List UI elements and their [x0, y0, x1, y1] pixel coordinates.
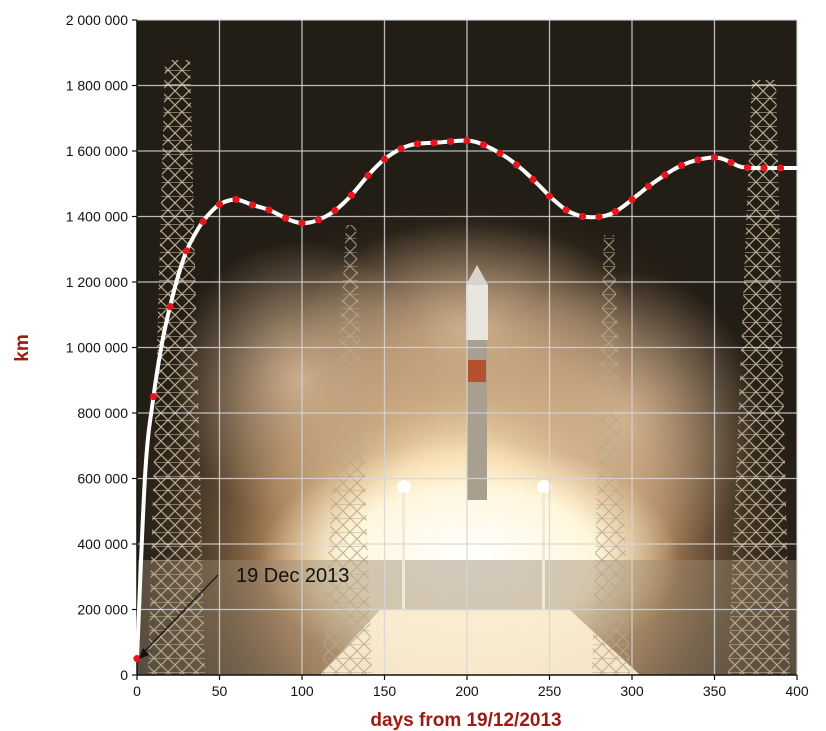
data-point [397, 145, 405, 153]
rocket [466, 265, 488, 500]
y-tick-label: 0 [120, 667, 128, 683]
y-tick-label: 1 800 000 [66, 78, 128, 94]
y-tick-label: 600 000 [77, 471, 128, 487]
data-point [166, 302, 174, 311]
x-tick-label: 350 [703, 683, 727, 699]
data-point [248, 201, 257, 209]
y-tick-label: 800 000 [77, 405, 128, 421]
data-point [727, 158, 735, 167]
tower-mid-left [322, 225, 372, 675]
y-tick-label: 1 400 000 [66, 209, 128, 225]
data-point [133, 655, 141, 663]
launch-tower-right [728, 80, 790, 675]
data-point [776, 164, 785, 172]
data-point [232, 195, 240, 204]
data-point [199, 217, 207, 226]
data-point [446, 137, 455, 146]
data-point [595, 213, 603, 221]
data-point [512, 161, 521, 169]
data-point [496, 149, 504, 157]
data-point [743, 164, 752, 172]
x-axis-title: days from 19/12/2013 [370, 710, 561, 731]
data-point [149, 393, 158, 401]
data-point [265, 206, 273, 214]
y-tick-label: 2 000 000 [66, 12, 128, 28]
data-point [545, 192, 554, 200]
data-point [380, 155, 389, 163]
data-point [215, 200, 224, 208]
data-point [661, 171, 669, 179]
data-point [331, 207, 339, 215]
data-point [413, 140, 422, 148]
x-tick-label: 400 [785, 683, 809, 699]
data-point [694, 156, 702, 164]
plot-area [133, 19, 799, 680]
y-axis-title: km [12, 334, 33, 361]
annotation-leader [139, 574, 219, 659]
data-point [182, 247, 191, 255]
y-tick-label: 1 600 000 [66, 143, 128, 159]
x-tick-label: 0 [133, 683, 141, 699]
data-point [562, 206, 570, 214]
data-point [314, 216, 323, 224]
y-tick-label: 200 000 [77, 602, 128, 618]
data-point [347, 191, 356, 199]
series-markers [133, 136, 785, 663]
x-tick-label: 250 [538, 683, 562, 699]
data-point [463, 136, 471, 145]
x-tick-label: 150 [373, 683, 397, 699]
data-point [710, 153, 719, 162]
data-point [529, 175, 537, 184]
y-tick-label: 1 000 000 [66, 340, 128, 356]
data-point [281, 214, 290, 222]
tower-mid-right [592, 235, 630, 675]
x-tick-label: 200 [455, 683, 479, 699]
data-point [430, 139, 438, 147]
data-point [364, 171, 372, 180]
data-point [677, 161, 686, 170]
x-tick-label: 300 [620, 683, 644, 699]
grid [137, 19, 798, 675]
y-ticks: 0 200 000 400 000 600 000 800 000 1 000 000 1 … [66, 12, 137, 683]
data-point [628, 195, 636, 204]
launch-tower-left [148, 60, 205, 675]
x-tick-label: 100 [290, 683, 314, 699]
x-tick-label: 50 [212, 683, 228, 699]
data-point [611, 207, 620, 216]
data-point [760, 164, 768, 172]
data-point [479, 141, 488, 149]
y-tick-label: 1 200 000 [66, 274, 128, 290]
annotation-19-dec-2013: 19 Dec 2013 [236, 565, 349, 587]
data-point [644, 182, 653, 190]
light-poles [397, 480, 551, 612]
y-tick-label: 400 000 [77, 536, 128, 552]
data-point [298, 219, 306, 227]
x-ticks: 0 50 100 150 200 250 300 350 400 [133, 675, 809, 699]
data-point [578, 212, 587, 221]
